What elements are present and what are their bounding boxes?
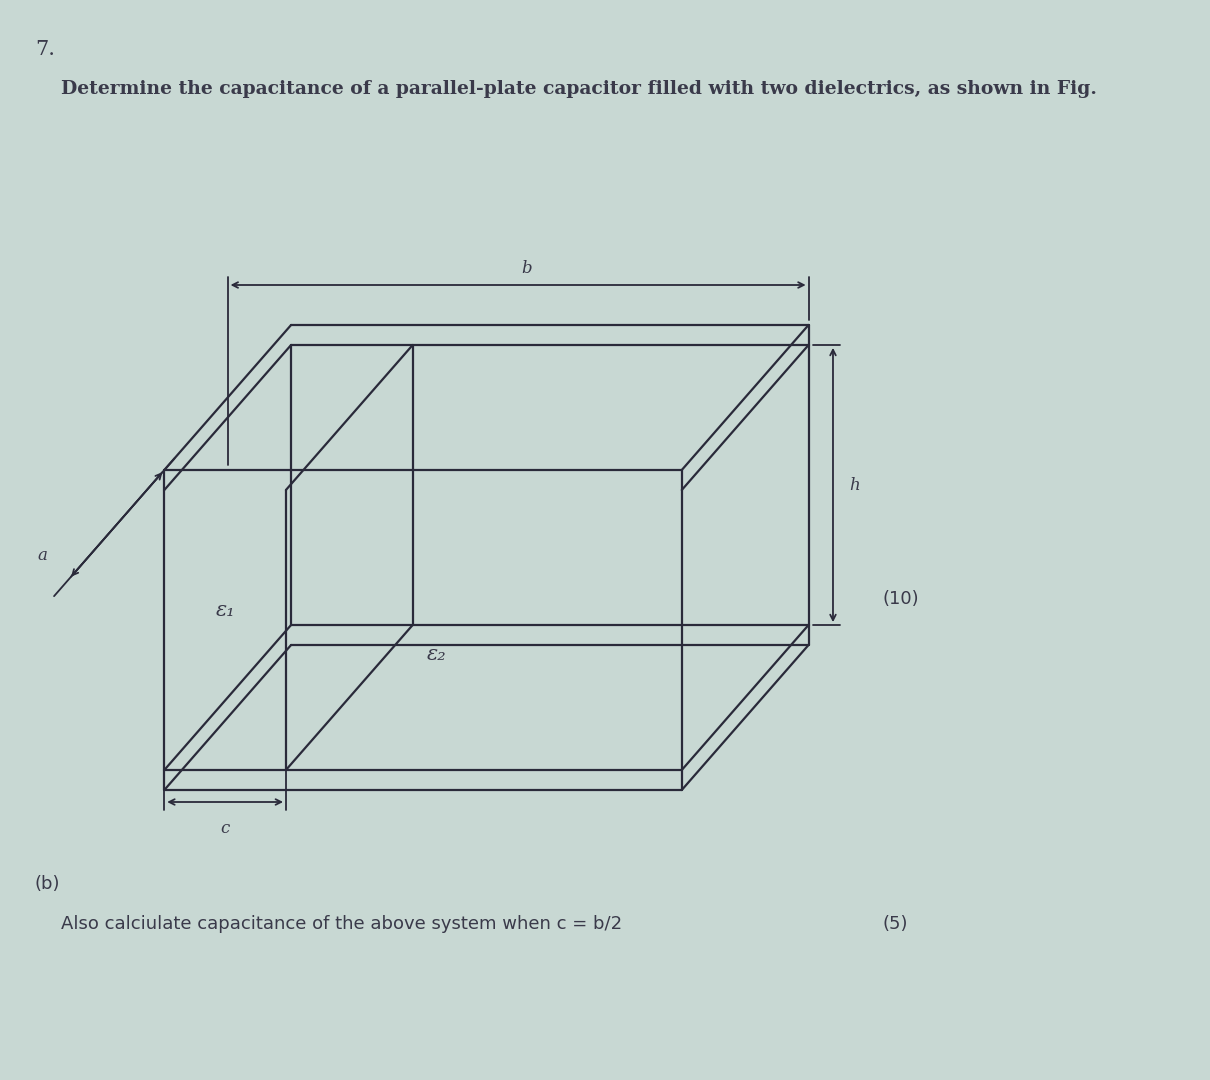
Text: (5): (5) [883, 915, 909, 933]
Text: (10): (10) [883, 590, 920, 608]
Text: Also calciulate capacitance of the above system when c = b/2: Also calciulate capacitance of the above… [62, 915, 622, 933]
Text: ε₂: ε₂ [427, 646, 446, 664]
Text: c: c [220, 820, 230, 837]
Text: Determine the capacitance of a parallel-plate capacitor filled with two dielectr: Determine the capacitance of a parallel-… [62, 80, 1097, 98]
Text: a: a [38, 546, 47, 564]
Text: (b): (b) [35, 875, 60, 893]
Text: 7.: 7. [35, 40, 54, 59]
Text: h: h [848, 476, 859, 494]
Text: b: b [522, 260, 532, 276]
Text: ε₁: ε₁ [215, 600, 235, 620]
